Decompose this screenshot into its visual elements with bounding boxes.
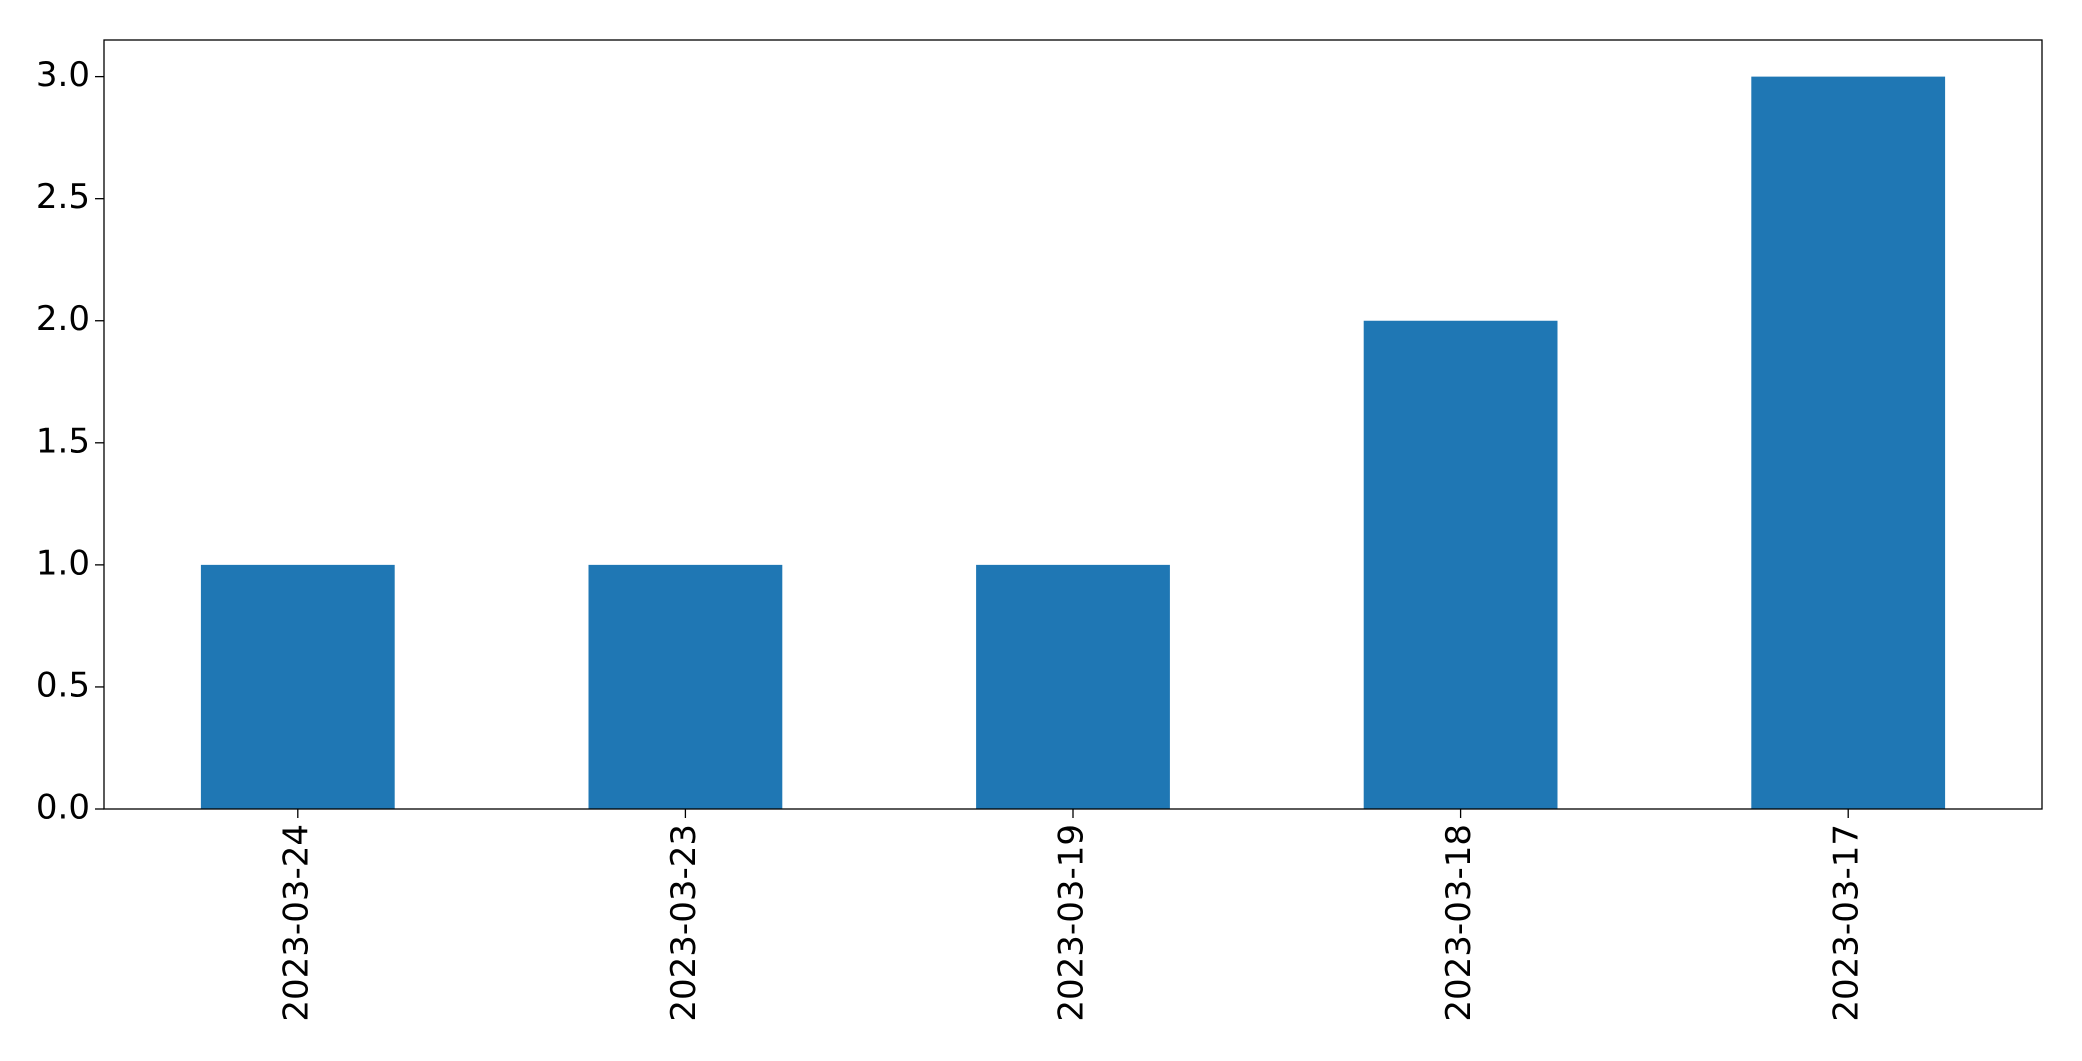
y-tick-label: 1.0 — [36, 543, 90, 583]
bar — [976, 564, 1170, 809]
y-tick-label: 0.5 — [36, 665, 90, 705]
x-tick-label: 2023-03-23 — [664, 824, 704, 1022]
y-tick-label: 1.5 — [36, 421, 90, 461]
y-tick-label: 2.0 — [36, 299, 90, 339]
y-tick-label: 3.0 — [36, 55, 90, 95]
bar — [1751, 76, 1946, 810]
x-tick-label: 2023-03-24 — [276, 824, 316, 1022]
bar — [1363, 320, 1558, 809]
y-tick-label: 0.0 — [36, 788, 90, 828]
x-tick-label: 2023-03-17 — [1827, 824, 1867, 1022]
x-tick-label: 2023-03-18 — [1439, 824, 1479, 1022]
bar — [588, 564, 783, 809]
y-tick-label: 2.5 — [36, 177, 90, 217]
bar — [200, 564, 395, 809]
axes-frame — [103, 39, 2043, 810]
x-tick-label: 2023-03-19 — [1052, 824, 1092, 1022]
